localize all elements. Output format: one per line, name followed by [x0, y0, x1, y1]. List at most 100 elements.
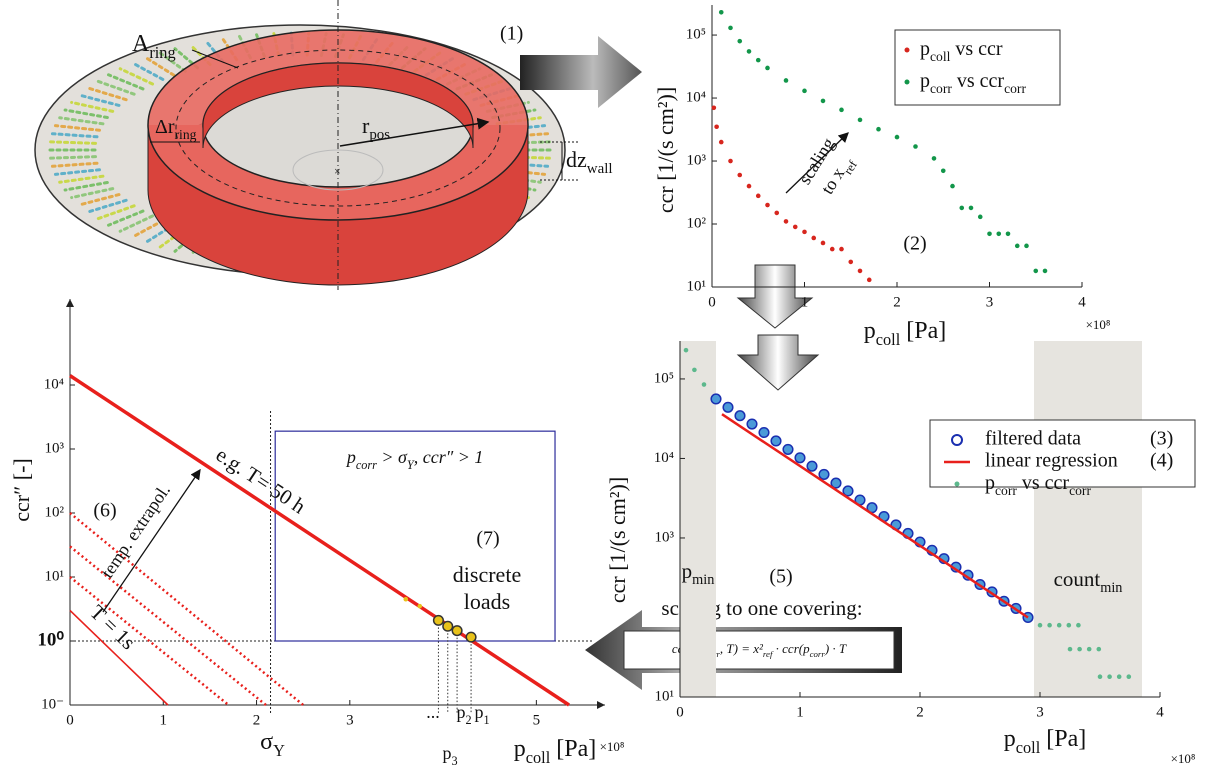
- x-tick-label: 2: [916, 704, 924, 720]
- text-part: p: [514, 736, 526, 762]
- legend-label: pcorr vs ccrcorr: [985, 472, 1091, 498]
- legend-label: filtered data: [985, 428, 1081, 450]
- text-part: [Pa]: [1040, 726, 1086, 752]
- axis-arrow: [597, 701, 605, 709]
- x-multiplier: ×10⁸: [1086, 317, 1111, 332]
- dot: [894, 134, 900, 140]
- box-label: pcorr > σY, ccr″ > 1: [345, 447, 484, 472]
- dot: [931, 156, 937, 161]
- x-tick-label: 4: [1078, 294, 1086, 310]
- dot: [829, 246, 835, 252]
- dot: [839, 246, 844, 252]
- region-label: countmin: [1054, 567, 1123, 596]
- legend-label: linear regression: [985, 450, 1118, 472]
- dot: [683, 347, 689, 353]
- circle-marker: [770, 435, 782, 447]
- text-part: coll: [1016, 738, 1041, 757]
- panel-label: (7): [476, 528, 499, 550]
- annotation: temp. extrapol.: [97, 480, 174, 581]
- x-tick-label: 1: [160, 712, 168, 728]
- y-tick-label: 10¹: [687, 278, 707, 294]
- dot: [1067, 646, 1073, 652]
- text-part: min: [692, 572, 714, 588]
- x-tick-label: 1: [796, 704, 804, 720]
- spike: [58, 174, 105, 184]
- dot: [876, 126, 881, 132]
- dot: [820, 98, 826, 104]
- dot: [857, 268, 863, 274]
- circle-marker: [782, 443, 794, 455]
- spike: [173, 47, 199, 70]
- line: [69, 609, 169, 706]
- spike: [96, 79, 136, 96]
- text-part: 1: [483, 713, 489, 727]
- load-label: ...: [426, 702, 440, 722]
- panel-label: (5): [769, 566, 792, 588]
- text-part: p: [920, 38, 930, 60]
- dot: [1005, 231, 1011, 237]
- dot: [811, 235, 817, 241]
- spike: [63, 180, 109, 192]
- circle-marker: [818, 468, 830, 480]
- text-part: corr: [995, 483, 1017, 498]
- circle-marker: [758, 426, 770, 439]
- text-part: σ: [260, 729, 273, 755]
- y-tick-label: 10³: [687, 152, 707, 168]
- spike: [106, 73, 145, 91]
- arrow-right: [520, 36, 642, 108]
- spike: [158, 51, 187, 73]
- spike: [53, 168, 101, 176]
- dot: [802, 88, 807, 94]
- y-axis-label: ccr [1/(s cm²)]: [653, 87, 678, 213]
- text-part: A: [132, 31, 150, 57]
- y-tick-label: 10⁴: [686, 89, 706, 105]
- spike: [144, 223, 176, 244]
- text-part: corr: [1004, 81, 1026, 96]
- y-tick-label: 10¹: [45, 568, 65, 584]
- x-tick-label: 4: [1156, 704, 1164, 720]
- dot: [701, 382, 707, 387]
- x-tick-label: 0: [708, 294, 716, 310]
- dot: [774, 210, 780, 216]
- text-part: corr: [930, 81, 952, 96]
- text-part: [Pa]: [550, 736, 596, 762]
- dot: [765, 202, 770, 208]
- dot: [968, 205, 974, 211]
- legend-tag: (3): [1150, 428, 1173, 450]
- text-part: count: [1054, 567, 1101, 591]
- y-axis-label: ccr″ [-]: [9, 458, 34, 522]
- line-label: T = 1s: [85, 600, 140, 654]
- x-axis-label: pcoll [Pa]: [514, 736, 596, 768]
- legend-symbol: [954, 481, 960, 487]
- text-part: coll: [876, 330, 901, 349]
- line: [721, 413, 1029, 619]
- spike: [77, 193, 121, 207]
- center-mark: [292, 149, 384, 191]
- axis-arrow: [66, 299, 74, 307]
- dot: [746, 183, 752, 189]
- dot: [959, 205, 965, 211]
- text-part: [Pa]: [900, 318, 946, 344]
- dot: [1037, 622, 1043, 628]
- dot: [403, 596, 409, 602]
- text-part: min: [1100, 580, 1122, 596]
- legend-box: [894, 29, 1061, 106]
- dot: [848, 259, 854, 265]
- circle-marker: [710, 393, 722, 405]
- dot: [755, 57, 761, 63]
- circle-marker: [722, 401, 734, 413]
- dot: [1056, 622, 1062, 628]
- inner-wall: [202, 62, 474, 149]
- circle-marker: [830, 477, 842, 489]
- spike: [118, 214, 155, 233]
- x-tick-label: 1: [801, 294, 809, 310]
- text-part: p: [985, 472, 995, 494]
- dot: [737, 38, 743, 44]
- text-part: , T) = x²: [720, 641, 764, 656]
- line: [69, 374, 570, 707]
- spike: [144, 56, 176, 77]
- y-tick-label: 10²: [687, 215, 707, 231]
- spike: [158, 227, 187, 249]
